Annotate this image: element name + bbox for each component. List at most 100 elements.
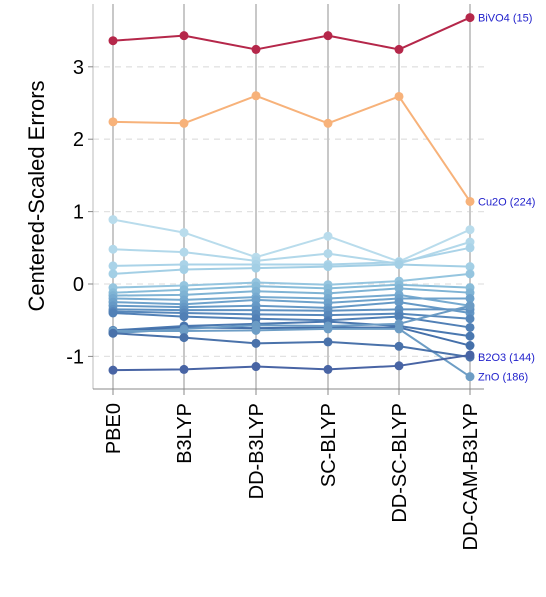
data-point [108, 269, 118, 279]
x-tick-label: DD-SC-BLYP [389, 403, 411, 523]
data-point [394, 259, 404, 269]
series-1 [108, 91, 475, 206]
axis-layer: -1 0 1 2 3 PBE0 B3LYP DD-B3LYP SC-BLYP DD-SC-BLYP… [66, 4, 535, 550]
series-line [112, 283, 471, 294]
series-line [113, 327, 471, 378]
data-point [108, 328, 118, 338]
data-point [394, 44, 404, 54]
data-point [394, 283, 404, 293]
y-tick-label: 1 [73, 202, 84, 224]
series-0 [108, 13, 475, 54]
data-point [108, 308, 118, 318]
series-line [112, 16, 471, 51]
series-20 [108, 350, 475, 375]
annotation-label: B2O3 (144) [478, 352, 535, 364]
data-point [179, 265, 189, 275]
data-point [323, 118, 333, 128]
series-line [112, 297, 470, 306]
series-line [112, 293, 471, 307]
annotation-label: ZnO (186) [478, 372, 528, 384]
data-point [179, 228, 189, 238]
data-point [251, 91, 261, 101]
series-line [112, 218, 471, 263]
y-axis-title: Centered-Scaled Errors [24, 80, 49, 311]
grid-layer [93, 4, 484, 389]
data-point [323, 262, 333, 272]
x-tick-label: B3LYP [174, 403, 196, 464]
data-point [108, 117, 118, 127]
data-point [323, 231, 333, 241]
data-point [251, 325, 261, 335]
x-tick-label: DD-CAM-B3LYP [460, 403, 482, 550]
series-line [112, 246, 471, 267]
annotation-label: BiVO4 (15) [478, 13, 532, 25]
data-point [394, 324, 404, 334]
series-line [112, 320, 471, 338]
series-line [112, 94, 471, 203]
data-point [179, 364, 189, 374]
data-point [179, 118, 189, 128]
data-point [465, 196, 475, 206]
y-tick-label: 2 [73, 129, 84, 151]
data-point [108, 365, 118, 375]
series-line [112, 326, 471, 347]
data-point [108, 36, 118, 46]
data-point [108, 261, 118, 271]
data-point [465, 341, 475, 351]
y-tick-label: -1 [66, 346, 84, 368]
data-point [323, 337, 333, 347]
data-point [465, 243, 475, 253]
data-point [465, 314, 475, 324]
data-point [108, 244, 118, 254]
data-point [323, 364, 333, 374]
series-line [112, 308, 470, 312]
series-line [112, 272, 471, 289]
series-layer [108, 13, 475, 382]
data-point [251, 362, 261, 372]
data-point [394, 297, 404, 307]
series-line [112, 263, 471, 275]
data-point [394, 341, 404, 351]
series-line [112, 332, 471, 359]
data-point [179, 326, 189, 336]
y-tick-label: 0 [73, 274, 84, 296]
data-point [465, 301, 475, 311]
series-5 [108, 259, 475, 279]
data-point [465, 293, 475, 303]
data-point [465, 225, 475, 235]
data-point [465, 269, 475, 279]
data-point [465, 322, 475, 332]
series-14 [108, 308, 475, 332]
data-point [465, 350, 475, 360]
data-point [394, 91, 404, 101]
x-tick-label: SC-BLYP [318, 403, 340, 487]
data-point [251, 44, 261, 54]
data-point [179, 312, 189, 322]
data-point [465, 262, 475, 272]
data-point [465, 331, 475, 341]
data-point [323, 324, 333, 334]
series-line [112, 310, 471, 320]
data-point [251, 338, 261, 348]
data-point [179, 31, 189, 41]
data-point [323, 31, 333, 41]
series-line [112, 301, 471, 314]
data-point [394, 312, 404, 322]
data-point [179, 247, 189, 257]
y-tick-label: 3 [73, 57, 84, 79]
series-line [112, 353, 471, 372]
series-line [112, 287, 471, 297]
series-line [112, 304, 471, 335]
x-tick-label: DD-B3LYP [246, 403, 268, 499]
data-point [465, 372, 475, 382]
data-point [108, 215, 118, 225]
data-point [394, 361, 404, 371]
series-line [112, 311, 471, 329]
data-point [179, 333, 189, 343]
series-19 [108, 328, 475, 362]
x-tick-label: PBE0 [103, 403, 125, 454]
data-point [465, 13, 475, 23]
annotation-label: Cu2O (224) [478, 196, 535, 208]
data-point [323, 249, 333, 259]
